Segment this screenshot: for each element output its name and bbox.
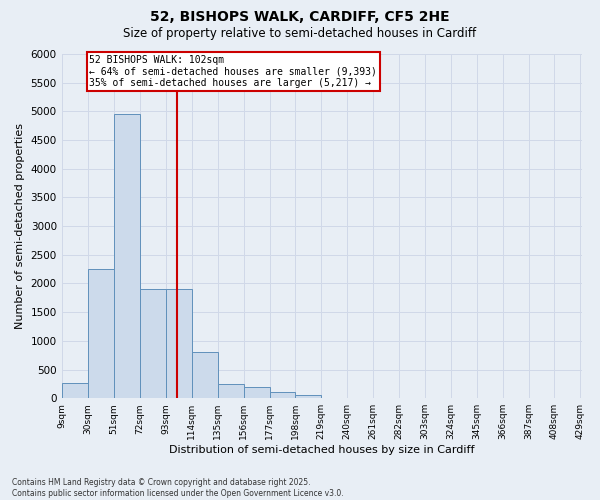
Bar: [295, 395, 322, 398]
Y-axis label: Number of semi-detached properties: Number of semi-detached properties: [15, 123, 25, 329]
Bar: [218, 384, 244, 398]
Bar: [140, 289, 166, 398]
Text: 52, BISHOPS WALK, CARDIFF, CF5 2HE: 52, BISHOPS WALK, CARDIFF, CF5 2HE: [150, 10, 450, 24]
X-axis label: Distribution of semi-detached houses by size in Cardiff: Distribution of semi-detached houses by …: [169, 445, 475, 455]
Text: Contains HM Land Registry data © Crown copyright and database right 2025.
Contai: Contains HM Land Registry data © Crown c…: [12, 478, 344, 498]
Bar: [244, 386, 269, 398]
Text: Size of property relative to semi-detached houses in Cardiff: Size of property relative to semi-detach…: [124, 28, 476, 40]
Bar: [269, 392, 295, 398]
Text: 52 BISHOPS WALK: 102sqm
← 64% of semi-detached houses are smaller (9,393)
35% of: 52 BISHOPS WALK: 102sqm ← 64% of semi-de…: [89, 55, 377, 88]
Bar: [88, 269, 114, 398]
Bar: [166, 289, 192, 398]
Bar: [62, 382, 88, 398]
Bar: [114, 114, 140, 398]
Bar: [192, 352, 218, 398]
